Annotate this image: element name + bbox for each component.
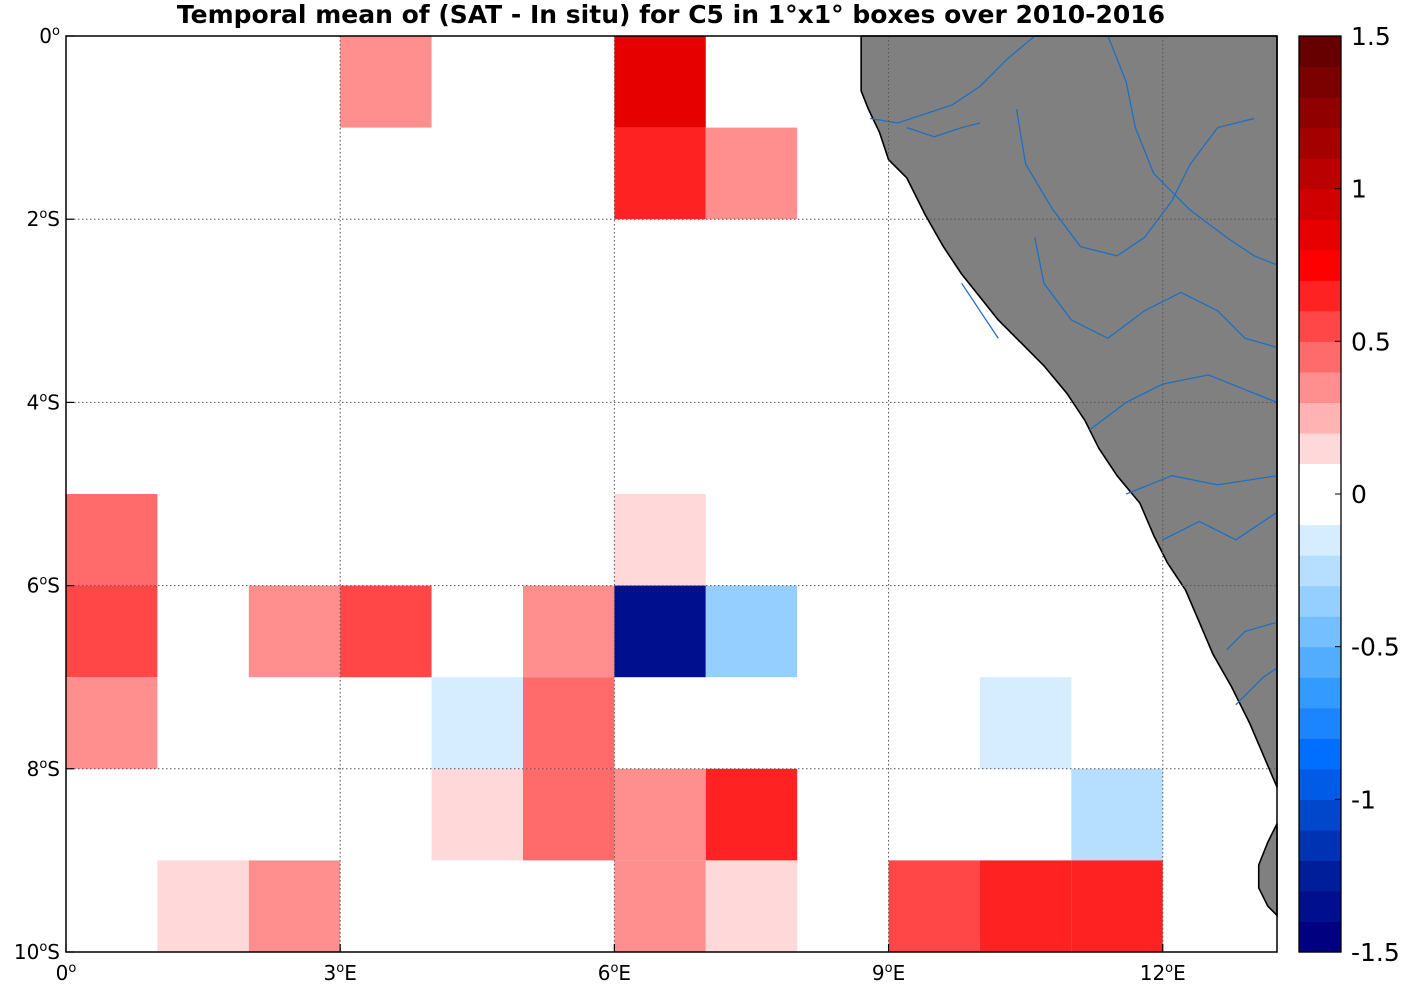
colorbar-swatch xyxy=(1299,341,1341,373)
grid-cell xyxy=(340,36,432,128)
river-line xyxy=(1125,475,1278,495)
y-tick-label: 0o xyxy=(39,24,60,48)
colorbar-tick-label: 0.5 xyxy=(1351,327,1391,356)
colorbar-swatch xyxy=(1299,707,1341,739)
x-tick-label: 12oE xyxy=(1140,961,1186,984)
colorbar-swatch xyxy=(1299,860,1341,892)
grid-cell xyxy=(522,768,615,861)
grid-cell xyxy=(614,36,706,128)
y-tick-label: 2oS xyxy=(27,207,60,231)
colorbar-swatch xyxy=(1299,188,1341,220)
grid-cell xyxy=(1071,860,1163,952)
colorbar-tick-label: 0 xyxy=(1351,480,1367,509)
colorbar-swatch xyxy=(1299,310,1341,342)
y-tick-label: 8oS xyxy=(27,757,60,781)
colorbar-swatch xyxy=(1299,890,1341,923)
x-tick-label: 9oE xyxy=(872,961,905,984)
colorbar-swatch xyxy=(1299,494,1341,526)
x-tick-label: 3oE xyxy=(324,961,357,984)
colorbar-tick-label: 1 xyxy=(1351,175,1367,204)
colorbar-swatch xyxy=(1299,799,1341,831)
grid-cell xyxy=(705,127,798,220)
colorbar-swatch xyxy=(1299,158,1341,190)
colorbar-swatch xyxy=(1299,36,1341,68)
colorbar-swatch xyxy=(1299,616,1341,648)
grid-cell xyxy=(248,585,341,678)
grid-cell xyxy=(431,768,523,861)
colorbar-swatch xyxy=(1299,585,1341,617)
y-tick-label: 4oS xyxy=(27,390,60,414)
colorbar-swatch xyxy=(1299,432,1341,465)
grid-cell xyxy=(705,860,798,952)
colorbar-swatch xyxy=(1299,555,1341,587)
grid-cell xyxy=(979,677,1072,769)
colorbar-swatch xyxy=(1299,280,1341,312)
colorbar-swatch xyxy=(1299,738,1341,770)
grid-cell xyxy=(157,860,249,952)
colorbar-swatch xyxy=(1299,249,1341,281)
colorbar-swatch xyxy=(1299,402,1341,434)
colorbar-tick-label: 1.5 xyxy=(1351,22,1391,51)
river-line xyxy=(906,122,981,138)
y-tick-label: 10oS xyxy=(14,940,60,964)
grid-cell xyxy=(66,494,158,586)
colorbar: 1.5 1 0.5 0 -0.5 -1 -1.5 xyxy=(1298,22,1400,967)
river-line xyxy=(1015,109,1255,257)
river-line xyxy=(961,282,999,339)
chart-title: Temporal mean of (SAT - In situ) for C5 … xyxy=(177,0,1165,29)
grid-cell xyxy=(888,860,980,952)
colorbar-swatch xyxy=(1299,127,1341,159)
grid-cell xyxy=(522,585,615,678)
colorbar-swatch xyxy=(1299,921,1341,953)
colorbar-swatch xyxy=(1299,463,1341,495)
grid-cell xyxy=(705,768,798,861)
y-tick-label: 6oS xyxy=(27,574,60,598)
colorbar-swatch xyxy=(1299,371,1341,403)
colorbar-tick-label: -1.5 xyxy=(1351,938,1400,967)
river-line xyxy=(1162,511,1278,541)
grid-cell xyxy=(1071,768,1163,861)
river-line xyxy=(870,35,1036,124)
colorbar-swatch xyxy=(1299,677,1341,709)
land-mass xyxy=(860,35,1278,788)
grid-cell xyxy=(66,585,158,678)
river-line xyxy=(1226,621,1278,651)
grid-cell xyxy=(340,494,432,586)
colorbar-swatch xyxy=(1299,768,1341,800)
river-line xyxy=(1034,237,1278,349)
colorbar-swatch xyxy=(1299,66,1341,98)
grid-cell xyxy=(66,677,158,769)
x-tick-label: 6oE xyxy=(598,961,631,984)
colorbar-swatch xyxy=(1299,97,1341,129)
river-line xyxy=(1107,35,1278,266)
map-area xyxy=(66,35,1278,952)
grid-cell xyxy=(614,127,706,220)
river-line xyxy=(1235,667,1278,706)
colorbar-tick-label: -0.5 xyxy=(1351,633,1400,662)
grid-cell xyxy=(614,768,706,861)
colorbar-swatch xyxy=(1299,646,1341,678)
grid-cell xyxy=(705,585,798,678)
colorbar-swatch xyxy=(1299,219,1341,251)
grid-cell xyxy=(614,860,706,952)
grid-cell xyxy=(431,677,523,769)
map-axes: 0o 3oE 6oE 9oE 12oE 0o 2oS 4oS 6oS 8oS 10oS xyxy=(14,24,1278,984)
grid-cell xyxy=(614,494,706,586)
grid-cell xyxy=(614,585,706,678)
grid-cell xyxy=(522,677,615,769)
map-frame xyxy=(65,35,1278,953)
x-tick-label: 0o xyxy=(56,961,77,984)
grid-cell xyxy=(248,860,341,952)
colorbar-tick-label: -1 xyxy=(1351,785,1376,814)
river-line xyxy=(1089,374,1278,431)
grid-cell xyxy=(979,860,1072,952)
grid-cell xyxy=(340,585,432,678)
colorbar-swatch xyxy=(1299,524,1341,556)
colorbar-swatch xyxy=(1299,829,1341,861)
